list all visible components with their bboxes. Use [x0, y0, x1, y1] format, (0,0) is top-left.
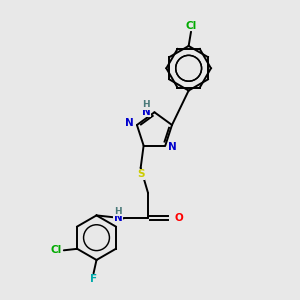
Text: Cl: Cl	[185, 21, 197, 31]
Text: N: N	[142, 107, 151, 117]
Text: Cl: Cl	[50, 245, 61, 255]
Text: H: H	[142, 100, 150, 109]
Text: O: O	[174, 213, 183, 224]
Text: S: S	[137, 169, 144, 179]
Text: H: H	[115, 207, 122, 216]
Text: N: N	[168, 142, 177, 152]
Text: F: F	[90, 274, 97, 284]
Text: N: N	[125, 118, 134, 128]
Text: N: N	[114, 213, 123, 224]
